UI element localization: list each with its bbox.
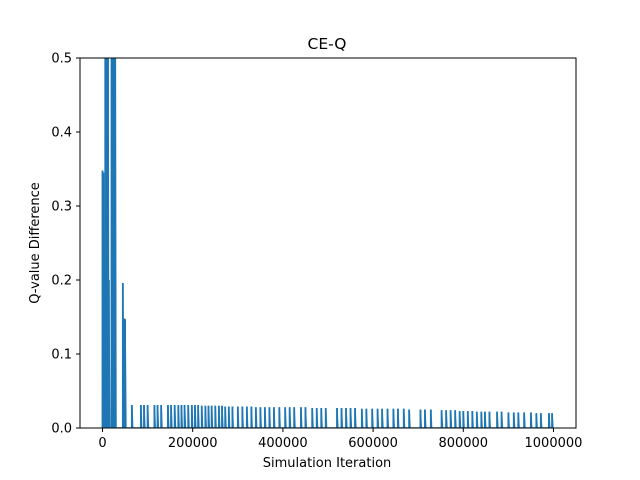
x-tick-label: 800000	[438, 436, 488, 451]
y-tick-label: 0.3	[51, 200, 72, 215]
x-tick-label: 600000	[348, 436, 398, 451]
y-axis: 0.0 0.1 0.2 0.3 0.4 0.5	[51, 52, 80, 437]
chart-title: CE-Q	[308, 35, 347, 53]
x-axis-title: Simulation Iteration	[263, 456, 392, 471]
y-tick-label: 0.4	[51, 126, 72, 141]
series-path	[101, 58, 554, 428]
y-tick-label: 0.2	[51, 274, 72, 289]
y-axis-title: Q-value Difference	[28, 182, 43, 304]
y-tick-label: 0.0	[51, 422, 72, 437]
y-tick-label: 0.1	[51, 348, 72, 363]
plot-frame	[79, 57, 577, 429]
x-tick-label: 200000	[168, 436, 218, 451]
x-tick-label: 0	[98, 436, 106, 451]
x-axis: 0 200000 400000 600000 800000 1000000	[98, 428, 582, 451]
series-line	[101, 58, 554, 428]
y-tick-label: 0.5	[51, 52, 72, 67]
x-tick-label: 1000000	[525, 436, 583, 451]
x-tick-label: 400000	[258, 436, 308, 451]
